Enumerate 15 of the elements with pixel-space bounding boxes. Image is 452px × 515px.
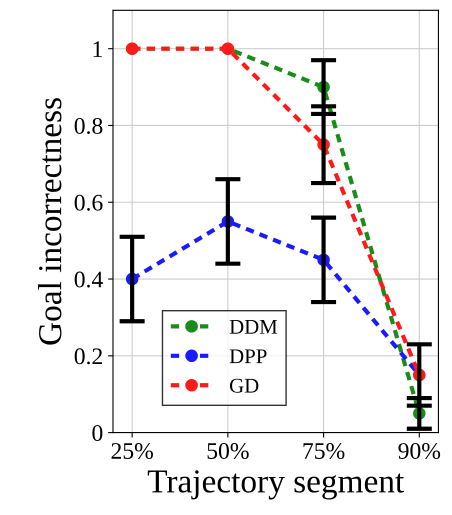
y-axis-title: Goal incorrectness (38, 98, 62, 345)
y-tick-label: 0.8 (74, 118, 102, 134)
y-tick-label: 0.4 (74, 272, 103, 288)
y-tick-label: 1 (94, 41, 102, 57)
x-axis-title: Trajectory segment (148, 470, 404, 500)
y-tick-label: 0 (92, 425, 102, 442)
x-tick-label: 90% (398, 443, 440, 460)
x-tick-label: 50% (208, 443, 249, 460)
y-tick-label: 0.2 (74, 348, 102, 364)
x-tick-label: 25% (112, 443, 153, 460)
legend-label: DDM (230, 320, 278, 334)
x-tick-label: 75% (303, 443, 344, 460)
legend-label: GD (230, 378, 258, 393)
legend-label: DPP (230, 349, 267, 364)
y-tick-label: 0.6 (74, 194, 103, 211)
